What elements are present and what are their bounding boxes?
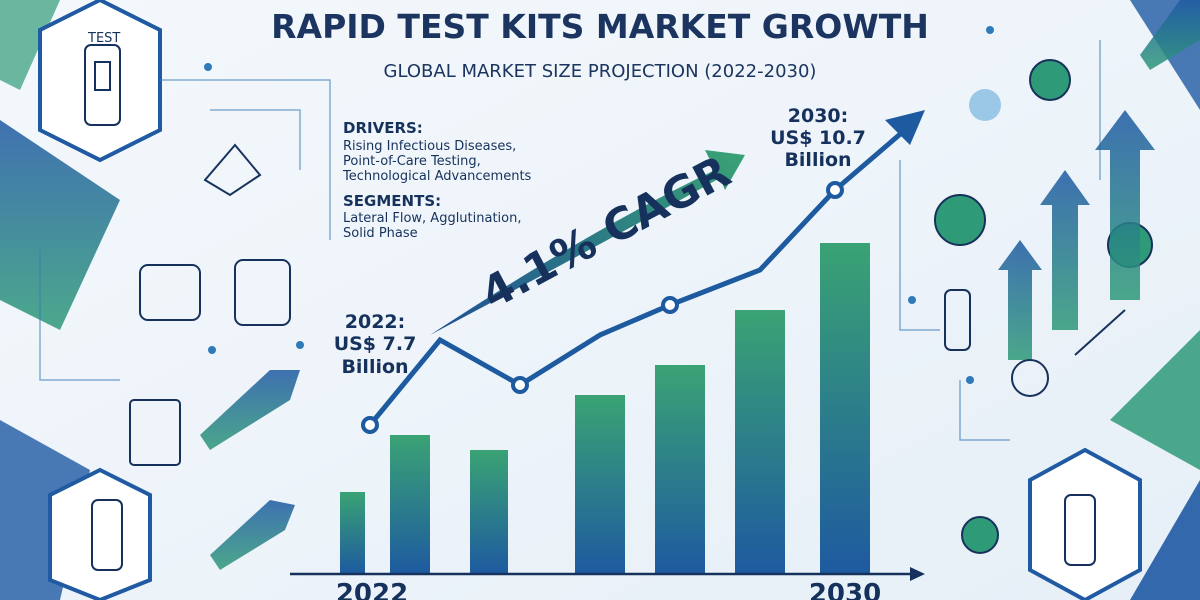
bars <box>340 243 870 574</box>
icon-label: TEST <box>87 31 120 46</box>
end-value: US$ 10.7 <box>770 127 866 149</box>
end-year: 2030: <box>788 105 848 127</box>
segments-heading: SEGMENTS: <box>343 192 441 210</box>
drivers-heading: DRIVERS: <box>343 119 423 137</box>
segments-line: Solid Phase <box>343 226 418 241</box>
swoosh-arrow <box>430 150 745 335</box>
drivers-line: Technological Advancements <box>342 169 532 184</box>
axis-end: 2030 <box>809 579 881 600</box>
axis-start: 2022 <box>336 579 408 600</box>
trend-line <box>368 128 907 427</box>
network-dots <box>204 26 994 384</box>
start-year: 2022: <box>345 311 405 333</box>
hex-icons <box>38 0 1142 600</box>
drivers-line: Rising Infectious Diseases, <box>343 139 516 154</box>
segments-line: Lateral Flow, Agglutination, <box>343 211 522 226</box>
start-value: US$ 7.7 <box>334 333 417 355</box>
decor-shape <box>0 0 60 90</box>
drivers-line: Point-of-Care Testing, <box>343 154 481 169</box>
decor-shape <box>1130 480 1200 600</box>
virus-icon <box>969 89 1001 121</box>
decor-shape <box>0 120 120 330</box>
decor-shape <box>1110 330 1200 470</box>
start-unit: Billion <box>341 356 408 378</box>
trend-points <box>361 181 844 434</box>
trend-arrowhead <box>885 110 925 145</box>
end-unit: Billion <box>784 149 851 171</box>
test-kit-icon <box>84 44 1096 571</box>
title: RAPID TEST KITS MARKET GROWTH <box>271 7 929 46</box>
device-icons <box>129 143 1126 466</box>
x-axis-arrow <box>910 567 925 581</box>
network-lines <box>39 40 1101 441</box>
subtitle: GLOBAL MARKET SIZE PROJECTION (2022-2030… <box>384 61 817 82</box>
decor-arrows <box>200 0 1200 570</box>
